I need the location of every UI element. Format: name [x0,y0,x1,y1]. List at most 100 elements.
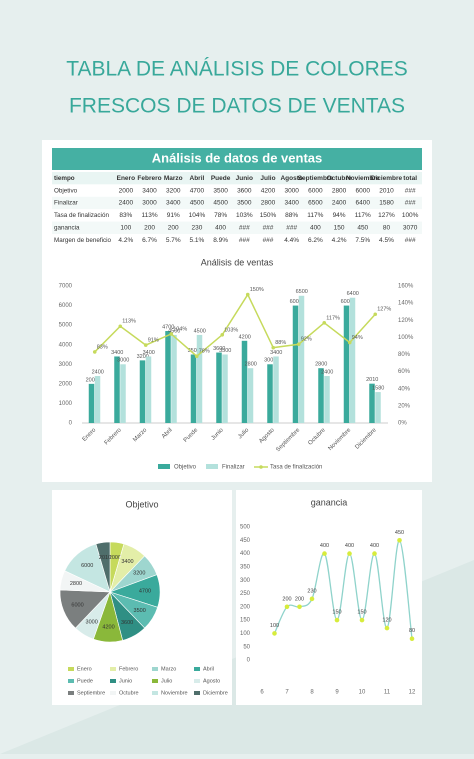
legend-label: Marzo [161,666,176,672]
bar [241,340,248,423]
legend-swatch [110,679,116,683]
table-cell: 4.2% [332,237,347,244]
table-cell: 100 [120,225,131,232]
slice-label: 4200 [102,624,114,630]
rate-label: 78% [199,349,210,355]
ganancia-point [322,551,327,556]
table-column-header: Agosto [280,175,302,182]
legend-label: Enero [77,666,92,672]
slice-label: 2000 [109,555,121,561]
bar [120,364,126,423]
pie-slice [95,541,111,593]
y-tick-label: 0 [69,421,73,427]
legend-label: Noviembre [161,690,188,696]
bar-label: 4200 [239,334,251,340]
y-tick-label: 350 [240,564,251,570]
table-column-header: tiempo [54,175,75,182]
point-label: 400 [320,543,329,549]
y-tick-label: 2000 [59,381,73,387]
table-cell: 400 [310,225,321,232]
bar [318,368,324,423]
rate-label: 113% [122,319,136,325]
table-row [52,172,422,185]
table-cell: 3000 [142,200,157,207]
rate-point [296,342,301,347]
table-cell: ### [263,237,274,244]
rate-point [143,343,148,347]
bar [375,392,381,423]
table-cell: 3070 [403,225,418,232]
legend-label: Septiembre [77,690,105,696]
legend-label: Tasa de finalización [270,465,322,471]
line-panel [236,490,422,705]
slice-label: 3500 [134,608,146,614]
table-cell: ### [239,225,250,232]
table-cell: Tasa de finalización [54,212,109,219]
bar-label: 3000 [264,358,276,364]
table-column-header: Octubre [327,175,352,182]
y2-tick-label: 0% [398,421,407,427]
y2-tick-label: 60% [398,369,411,375]
table-header [52,148,422,170]
bar [190,354,197,423]
table-cell: 117% [307,212,323,219]
rate-label: 127% [377,307,391,313]
rate-point [194,354,199,359]
legend-swatch [68,679,74,683]
legend-label: Abril [203,666,214,672]
legend-swatch [110,667,116,671]
table-column-header: Julio [260,175,275,182]
table-cell: 8.9% [213,237,228,244]
rate-label: 94% [352,335,363,341]
table-cell: 3500 [213,187,228,194]
bar-label: 4700 [162,324,174,330]
slice-label: 6000 [81,563,93,569]
legend-swatch [68,691,74,695]
table-cell: 4500 [213,200,228,207]
table-cell: 150 [334,225,345,232]
y2-tick-label: 160% [398,284,414,290]
table-cell: 88% [285,212,298,219]
y2-tick-label: 80% [398,352,411,358]
table-cell: 2000 [119,187,134,194]
table-column-header: Abril [190,175,205,182]
table-cell: 2800 [261,200,276,207]
y-tick-label: 6000 [59,303,73,309]
table-column-header: Marzo [164,175,183,182]
table-row [52,234,422,247]
point-label: 150 [332,610,341,616]
y-tick-label: 500 [240,525,251,531]
table-cell: 2400 [332,200,347,207]
table-cell: 6000 [356,187,371,194]
x-tick-label: 6 [260,690,264,696]
legend-label: Octubre [119,690,139,696]
x-tick-label: 12 [409,690,416,696]
table-cell: 6.2% [308,237,323,244]
table-cell: 6000 [308,187,323,194]
slice-label: 3600 [121,620,133,626]
table-column-header: total [403,175,417,182]
point-label: 200 [295,596,304,602]
y-tick-label: 4000 [59,342,73,348]
y-tick-label: 450 [240,538,251,544]
y-tick-label: 3000 [59,362,73,368]
table-cell: 200 [168,225,179,232]
bar [165,331,171,423]
table-cell: 100% [402,212,419,219]
x-tick-label: 11 [384,690,391,696]
bar [88,383,95,423]
table-cell: 3400 [284,200,299,207]
y-tick-label: 250 [240,591,251,597]
y2-tick-label: 20% [398,403,411,409]
table-cell: 4.2% [118,237,133,244]
rate-point [322,321,327,325]
table-cell: 150% [260,212,277,219]
table-cell: 400 [215,225,226,232]
bar-label: 2010 [366,377,378,383]
y-tick-label: 300 [240,578,251,584]
bar [298,295,305,423]
bar [247,368,254,423]
table-cell: ### [286,225,297,232]
slice-label: 3400 [121,559,133,565]
bar [369,383,375,423]
